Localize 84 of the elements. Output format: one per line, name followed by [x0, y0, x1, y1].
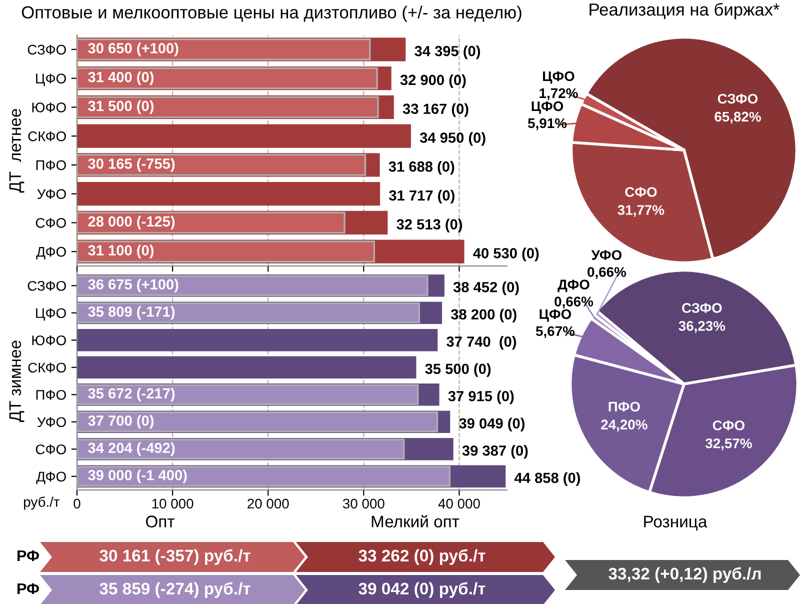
- y-tick-label: СКФО: [28, 362, 66, 373]
- data-label: 32,57%: [705, 438, 752, 450]
- data-label: 24,20%: [601, 420, 648, 432]
- data-label: 39 000 (-1 400): [88, 470, 187, 484]
- data-label: 36 675 (+100): [88, 278, 178, 292]
- text: РФ: [18, 550, 39, 562]
- slice-label: ЦФО: [543, 71, 574, 84]
- x-tick-label: 30 000: [342, 498, 384, 509]
- slice-label: СЗФО: [718, 94, 758, 104]
- chart-title: Оптовые и мелкооптовые цены на дизтопливо (+/- за неделю): [22, 6, 522, 22]
- data-label: 33 167 (0): [402, 103, 468, 117]
- data-label: 44 858 (0): [514, 472, 580, 486]
- data-label: 32 900 (0): [400, 74, 466, 88]
- text: 39 042 (0) руб./т: [358, 582, 486, 598]
- slice-label: ДФО: [558, 280, 590, 292]
- text: 30 161 (-357) руб./т: [100, 549, 250, 565]
- chart-title: Реализация на биржах*: [590, 2, 780, 20]
- y-tick-label: ЮФО: [32, 335, 66, 346]
- data-label: 38 452 (0): [453, 282, 519, 296]
- x-tick-label: 40 000: [438, 498, 480, 509]
- data-label: 0,66%: [588, 267, 626, 279]
- text: 33 262 (0) руб./т: [358, 549, 486, 565]
- text: Розница: [644, 516, 708, 531]
- data-label: 35 672 (-217): [88, 388, 175, 402]
- data-label: 40 530 (0): [473, 248, 539, 262]
- data-label: 34 395 (0): [414, 46, 480, 60]
- text: Опт: [146, 516, 175, 528]
- x-tick-label: 10 000: [152, 498, 194, 509]
- data-label: 36,23%: [678, 321, 726, 333]
- data-label: 31 400 (0): [88, 72, 154, 86]
- data-label: 37 740 (0): [446, 336, 516, 350]
- x-tick-label: 20 000: [248, 498, 289, 509]
- data-label: 31 100 (0): [88, 244, 154, 258]
- y-axis-title: ДТ летнее: [9, 108, 24, 193]
- y-tick-label: ЮФО: [32, 102, 66, 112]
- data-label: 37 700 (0): [88, 415, 154, 429]
- data-label: 1,72%: [540, 88, 578, 100]
- y-tick-label: УФО: [37, 417, 66, 428]
- text: 33,32 (+0,12) руб./л: [608, 567, 761, 583]
- y-tick-label: ПФО: [36, 390, 66, 400]
- data-label: 28 000 (-125): [88, 216, 175, 230]
- data-label: 39 387 (0): [462, 445, 528, 459]
- data-label: 0,66%: [554, 296, 594, 308]
- slice-label: УФО: [591, 250, 622, 260]
- x-tick-label: 0: [74, 498, 80, 509]
- y-tick-label: СЗФО: [28, 44, 66, 55]
- y-tick-label: ДФО: [36, 472, 66, 484]
- y-tick-label: СФО: [36, 218, 66, 228]
- data-label: 65,82%: [714, 112, 761, 124]
- y-tick-label: СФО: [36, 444, 66, 454]
- data-label: 37 915 (0): [448, 390, 514, 404]
- data-label: 35 809 (-171): [88, 306, 175, 320]
- data-label: 38 200 (0): [450, 308, 516, 322]
- x-axis-title: руб./т: [24, 496, 60, 510]
- text: РФ: [18, 583, 39, 594]
- slice-label: СФО: [625, 187, 657, 197]
- y-tick-label: ПФО: [36, 160, 66, 170]
- data-label: 30 650 (+100): [88, 42, 178, 56]
- y-tick-label: ЦФО: [36, 308, 66, 321]
- text: 35 859 (-274) руб./т: [100, 582, 250, 598]
- data-label: 31 688 (0): [388, 161, 454, 175]
- data-label: 31 717 (0): [389, 190, 454, 204]
- slice-label: СЗФО: [682, 303, 722, 313]
- data-label: 5,67%: [536, 326, 575, 338]
- data-label: 39 049 (0): [459, 418, 524, 432]
- data-label: 31,77%: [618, 205, 664, 217]
- data-label: 32 513 (0): [396, 218, 462, 232]
- data-label: 34 204 (-492): [88, 442, 175, 456]
- y-tick-label: ДФО: [36, 246, 66, 260]
- data-label: 31 500 (0): [88, 100, 154, 114]
- slice-label: ПФО: [608, 402, 640, 412]
- data-label: 30 165 (-755): [88, 158, 175, 172]
- y-tick-label: УФО: [37, 189, 66, 199]
- slice-label: ЦФО: [532, 101, 564, 114]
- y-axis-title: ДТ зимнее: [9, 340, 24, 422]
- slice-label: СФО: [712, 420, 744, 430]
- y-tick-label: СКФО: [28, 131, 66, 142]
- y-tick-label: ЦФО: [36, 74, 66, 86]
- slice-label: ЦФО: [540, 309, 572, 322]
- y-tick-label: СЗФО: [28, 280, 66, 291]
- text: Мелкий опт: [372, 514, 460, 528]
- data-label: 35 500 (0): [425, 363, 491, 377]
- data-label: 5,91%: [528, 118, 567, 130]
- data-label: 34 950 (0): [420, 132, 486, 146]
